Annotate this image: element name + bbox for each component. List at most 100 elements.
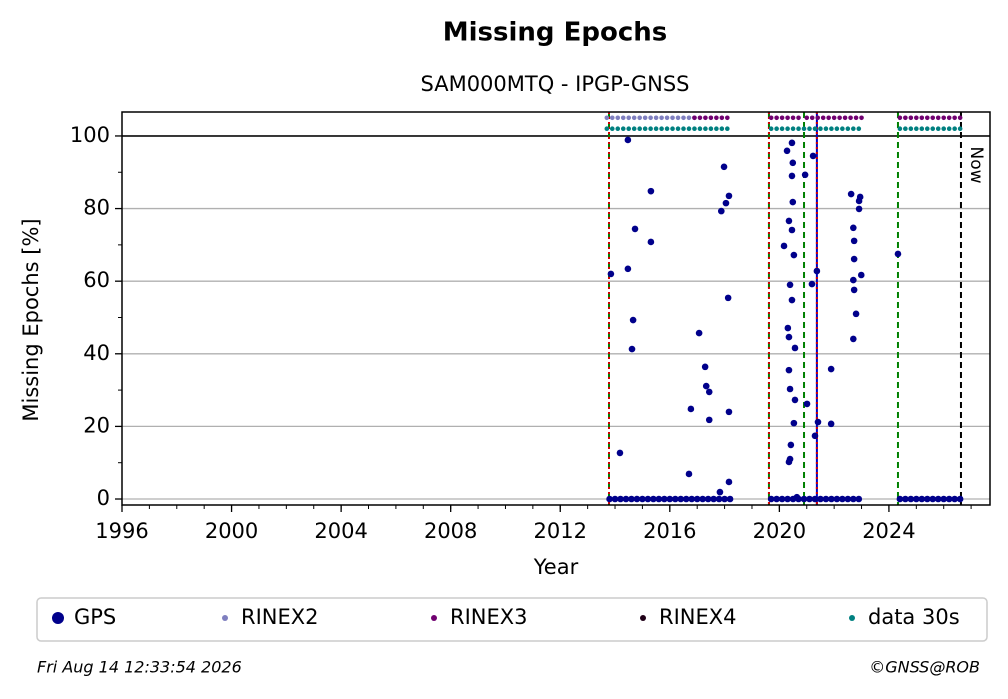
legend-marker: [222, 615, 228, 621]
data-point: [624, 136, 632, 144]
y-tick-label: 80: [83, 196, 110, 220]
data-point: [956, 495, 964, 503]
data-point: [616, 449, 624, 457]
data-point: [767, 495, 775, 503]
legend-label: RINEX4: [659, 605, 737, 629]
data-point: [628, 495, 635, 503]
data-point: [934, 495, 942, 503]
data-point: [818, 126, 823, 132]
data-point: [808, 280, 816, 288]
data-point: [834, 126, 840, 132]
data-point: [789, 159, 797, 167]
data-point: [919, 115, 925, 121]
footer-date: Fri Aug 14 12:33:54 2026: [37, 658, 242, 677]
data-point: [784, 324, 792, 332]
data-point: [710, 495, 717, 503]
data-point: [811, 432, 819, 440]
data-point: [631, 126, 637, 132]
data-point: [786, 385, 794, 393]
data-point: [856, 126, 862, 132]
data-point: [716, 488, 724, 496]
data-point: [650, 495, 657, 503]
data-point: [857, 271, 865, 279]
data-point: [803, 400, 811, 408]
data-point: [903, 115, 908, 121]
data-point: [801, 171, 809, 179]
data-point: [929, 495, 937, 503]
data-point: [725, 192, 733, 200]
data-point: [789, 198, 797, 206]
data-point: [791, 396, 799, 404]
data-point: [833, 495, 841, 503]
data-point: [703, 126, 708, 132]
data-point: [801, 126, 807, 132]
data-point: [606, 495, 613, 503]
data-point: [897, 115, 903, 121]
data-point: [786, 455, 794, 463]
data-point: [648, 115, 653, 121]
x-tick-label: 2024: [862, 519, 915, 543]
data-point: [941, 126, 947, 132]
data-point: [790, 419, 798, 427]
data-point: [856, 193, 864, 201]
legend-marker: [431, 615, 437, 621]
data-point: [850, 335, 857, 343]
data-point: [693, 495, 701, 503]
data-point: [847, 190, 855, 198]
data-point: [697, 126, 703, 132]
data-point: [850, 255, 858, 263]
data-point: [688, 495, 696, 503]
data-point: [615, 126, 621, 132]
data-point: [839, 495, 846, 503]
data-point: [902, 495, 909, 503]
data-point: [788, 172, 796, 180]
data-point: [773, 495, 780, 503]
data-point: [787, 441, 795, 449]
data-point: [812, 126, 818, 132]
data-point: [779, 126, 785, 132]
y-axis-label: Missing Epochs [%]: [19, 218, 43, 421]
data-point: [791, 344, 799, 352]
data-point: [785, 333, 793, 341]
data-point: [945, 495, 953, 503]
data-point: [831, 115, 837, 121]
data-point: [626, 115, 632, 121]
data-point: [842, 115, 848, 121]
data-point: [718, 207, 725, 215]
data-point: [704, 495, 712, 503]
data-point: [789, 495, 797, 503]
data-point: [664, 115, 670, 121]
data-point: [677, 495, 685, 503]
data-point: [952, 126, 957, 132]
data-point: [822, 495, 830, 503]
data-point: [628, 345, 636, 353]
data-point: [853, 115, 859, 121]
x-tick-label: 2004: [314, 519, 367, 543]
data-point: [708, 126, 714, 132]
data-point: [685, 470, 693, 478]
data-point: [785, 366, 793, 374]
data-point: [935, 126, 941, 132]
data-point: [815, 115, 821, 121]
data-point: [851, 126, 856, 132]
data-point: [855, 495, 863, 503]
data-point: [783, 147, 791, 155]
data-point: [827, 420, 835, 428]
data-point: [642, 126, 648, 132]
data-point: [695, 329, 703, 337]
data-point: [719, 115, 725, 121]
data-point: [785, 115, 790, 121]
data-point: [726, 495, 734, 503]
data-point: [790, 251, 798, 259]
data-point: [804, 115, 810, 121]
data-point: [837, 115, 842, 121]
data-point: [785, 217, 793, 225]
data-point: [919, 126, 925, 132]
data-point: [620, 115, 626, 121]
data-point: [629, 316, 637, 324]
data-point: [664, 126, 670, 132]
data-point: [907, 495, 915, 503]
data-point: [918, 495, 926, 503]
data-point: [604, 126, 610, 132]
data-point: [850, 286, 858, 294]
